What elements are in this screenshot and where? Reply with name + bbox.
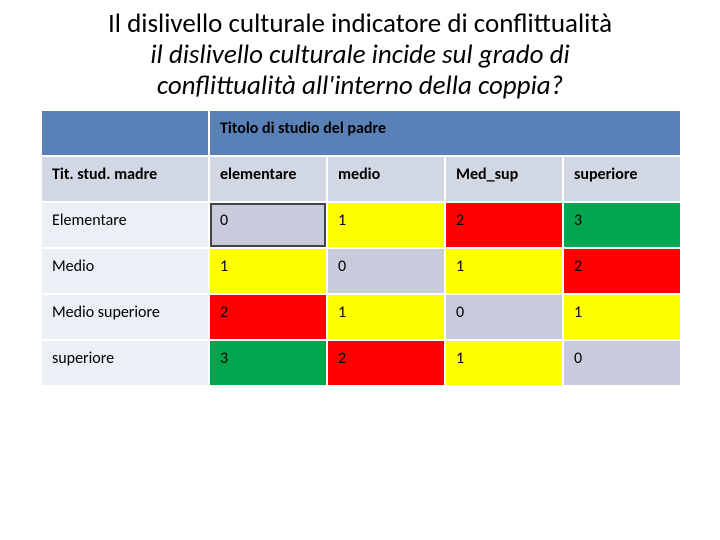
col-header-1: medio xyxy=(327,156,445,202)
top-header-row: Titolo di studio del padre xyxy=(41,110,681,156)
row-label: Elementare xyxy=(41,202,209,248)
slide: Il dislivello culturale indicatore di co… xyxy=(0,0,720,540)
col-header-2: Med_sup xyxy=(445,156,563,202)
row-label: Medio superiore xyxy=(41,294,209,340)
col-header-0: elementare xyxy=(209,156,327,202)
top-header-blank xyxy=(41,110,209,156)
data-cell: 1 xyxy=(327,202,445,248)
column-header-row: Tit. stud. madre elementare medio Med_su… xyxy=(41,156,681,202)
title-line-3: conflittualità all'interno della coppia? xyxy=(157,69,563,102)
data-cell: 2 xyxy=(209,294,327,340)
title-line-2: il dislivello culturale incide sul grado… xyxy=(150,38,569,71)
data-cell: 3 xyxy=(563,202,681,248)
data-cell: 2 xyxy=(563,248,681,294)
data-cell: 1 xyxy=(445,340,563,386)
row-axis-label: Tit. stud. madre xyxy=(41,156,209,202)
col-header-3: superiore xyxy=(563,156,681,202)
row-label: superiore xyxy=(41,340,209,386)
table-row: Elementare0123 xyxy=(41,202,681,248)
data-cell: 1 xyxy=(445,248,563,294)
education-table: Titolo di studio del padre Tit. stud. ma… xyxy=(40,109,682,387)
data-cell: 0 xyxy=(327,248,445,294)
data-cell: 1 xyxy=(209,248,327,294)
table-row: Medio1012 xyxy=(41,248,681,294)
data-cell: 0 xyxy=(209,202,327,248)
row-label: Medio xyxy=(41,248,209,294)
data-cell: 1 xyxy=(327,294,445,340)
slide-title: Il dislivello culturale indicatore di co… xyxy=(40,8,680,101)
data-cell: 3 xyxy=(209,340,327,386)
table-row: superiore3210 xyxy=(41,340,681,386)
title-line-1: Il dislivello culturale indicatore di co… xyxy=(108,7,612,40)
data-cell: 2 xyxy=(445,202,563,248)
data-cell: 1 xyxy=(563,294,681,340)
data-cell: 0 xyxy=(563,340,681,386)
top-header-father: Titolo di studio del padre xyxy=(209,110,681,156)
data-cell: 2 xyxy=(327,340,445,386)
table-row: Medio superiore2101 xyxy=(41,294,681,340)
data-cell: 0 xyxy=(445,294,563,340)
